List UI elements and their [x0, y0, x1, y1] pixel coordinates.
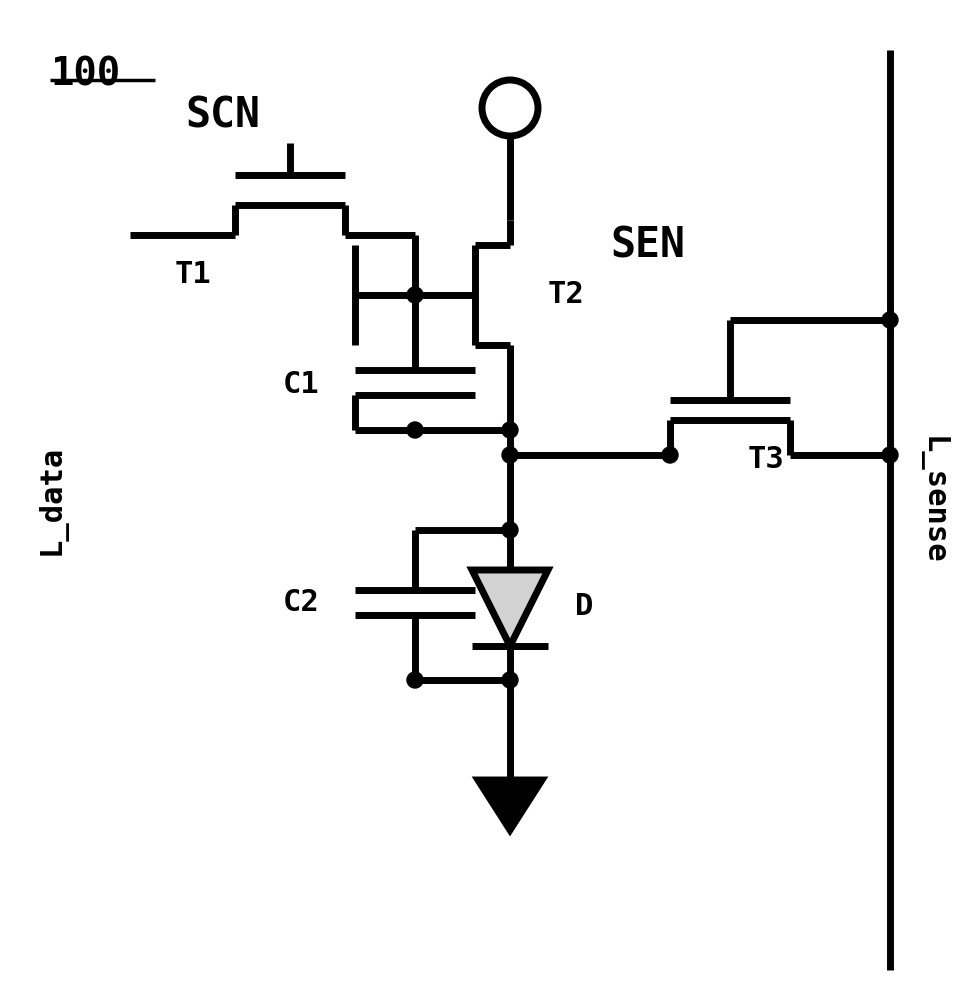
Text: L_sense: L_sense — [918, 436, 946, 564]
Text: SEN: SEN — [610, 225, 685, 267]
Text: C2: C2 — [283, 588, 320, 617]
Text: L_data: L_data — [37, 445, 67, 555]
Polygon shape — [472, 570, 548, 646]
Circle shape — [502, 447, 518, 463]
Text: T2: T2 — [548, 280, 585, 309]
Text: T1: T1 — [175, 260, 211, 289]
Circle shape — [407, 422, 423, 438]
Polygon shape — [478, 780, 542, 830]
Text: 100: 100 — [50, 55, 121, 93]
Text: SCN: SCN — [185, 95, 260, 137]
Circle shape — [407, 287, 423, 303]
Circle shape — [502, 522, 518, 538]
Circle shape — [407, 672, 423, 688]
Circle shape — [882, 312, 898, 328]
Circle shape — [502, 422, 518, 438]
Text: D: D — [575, 592, 593, 621]
Circle shape — [502, 672, 518, 688]
Circle shape — [662, 447, 678, 463]
Text: T3: T3 — [748, 445, 785, 474]
Circle shape — [882, 447, 898, 463]
Text: C1: C1 — [283, 370, 320, 399]
